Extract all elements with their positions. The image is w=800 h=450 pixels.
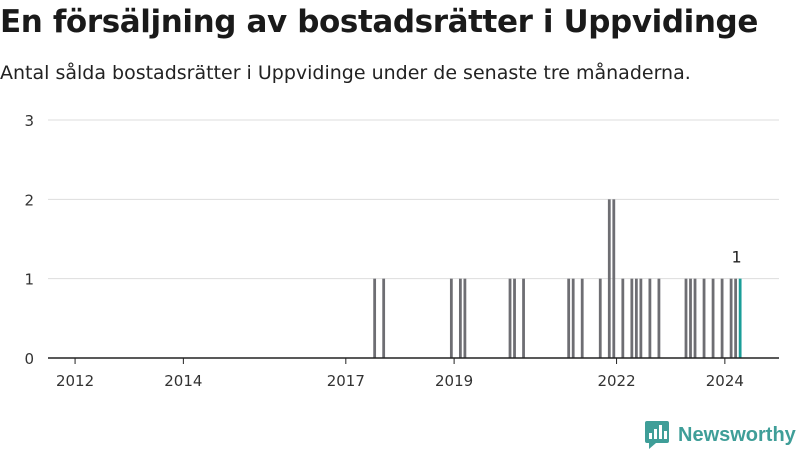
axes: 0 1 2 3 2012 2014 2017 2019 2022 2024 bbox=[24, 112, 779, 390]
x-tick-label: 2024 bbox=[706, 372, 744, 390]
bar bbox=[567, 278, 571, 358]
bar bbox=[689, 278, 692, 358]
bar bbox=[729, 278, 733, 358]
y-tick-label: 0 bbox=[24, 350, 34, 368]
bar bbox=[684, 278, 688, 358]
bar bbox=[612, 199, 616, 358]
newsworthy-logo-icon bbox=[645, 421, 669, 449]
bar bbox=[598, 278, 602, 358]
bar-highlighted bbox=[738, 278, 742, 358]
grid-lines bbox=[48, 119, 779, 280]
bar bbox=[458, 278, 462, 358]
bar bbox=[580, 278, 584, 358]
bar bbox=[607, 199, 611, 358]
bar bbox=[513, 278, 516, 358]
x-tick-label: 2019 bbox=[435, 372, 473, 390]
data-labels: 1 bbox=[732, 248, 742, 267]
chart-title: En försäljning av bostadsrätter i Uppvid… bbox=[0, 4, 758, 40]
chart-subtitle: Antal sålda bostadsrätter i Uppvidinge u… bbox=[0, 62, 691, 84]
bar bbox=[522, 278, 525, 358]
bar bbox=[734, 278, 738, 358]
bar bbox=[382, 278, 386, 358]
bar bbox=[720, 278, 724, 358]
y-tick-label: 3 bbox=[24, 112, 34, 130]
bar bbox=[373, 278, 377, 358]
bar bbox=[634, 278, 638, 358]
bar bbox=[702, 278, 706, 358]
bars bbox=[373, 199, 742, 358]
logo-text: Newsworthy bbox=[678, 423, 796, 446]
y-tick-label: 2 bbox=[24, 191, 34, 209]
bar bbox=[657, 278, 661, 358]
bar bbox=[693, 278, 697, 358]
bar bbox=[711, 278, 715, 358]
bar bbox=[639, 278, 643, 358]
x-tick-label: 2017 bbox=[327, 372, 365, 390]
bar bbox=[508, 278, 512, 358]
newsworthy-logo: Newsworthy bbox=[644, 420, 796, 450]
x-tick-label: 2014 bbox=[164, 372, 202, 390]
bar bbox=[463, 278, 467, 358]
bar bbox=[571, 278, 575, 358]
bar bbox=[621, 278, 625, 358]
bar-data-label: 1 bbox=[732, 248, 742, 267]
bar bbox=[648, 278, 652, 358]
y-tick-label: 1 bbox=[24, 271, 34, 289]
bar bbox=[630, 278, 634, 358]
x-tick-label: 2012 bbox=[56, 372, 94, 390]
x-tick-label: 2022 bbox=[597, 372, 635, 390]
bar bbox=[449, 278, 453, 358]
